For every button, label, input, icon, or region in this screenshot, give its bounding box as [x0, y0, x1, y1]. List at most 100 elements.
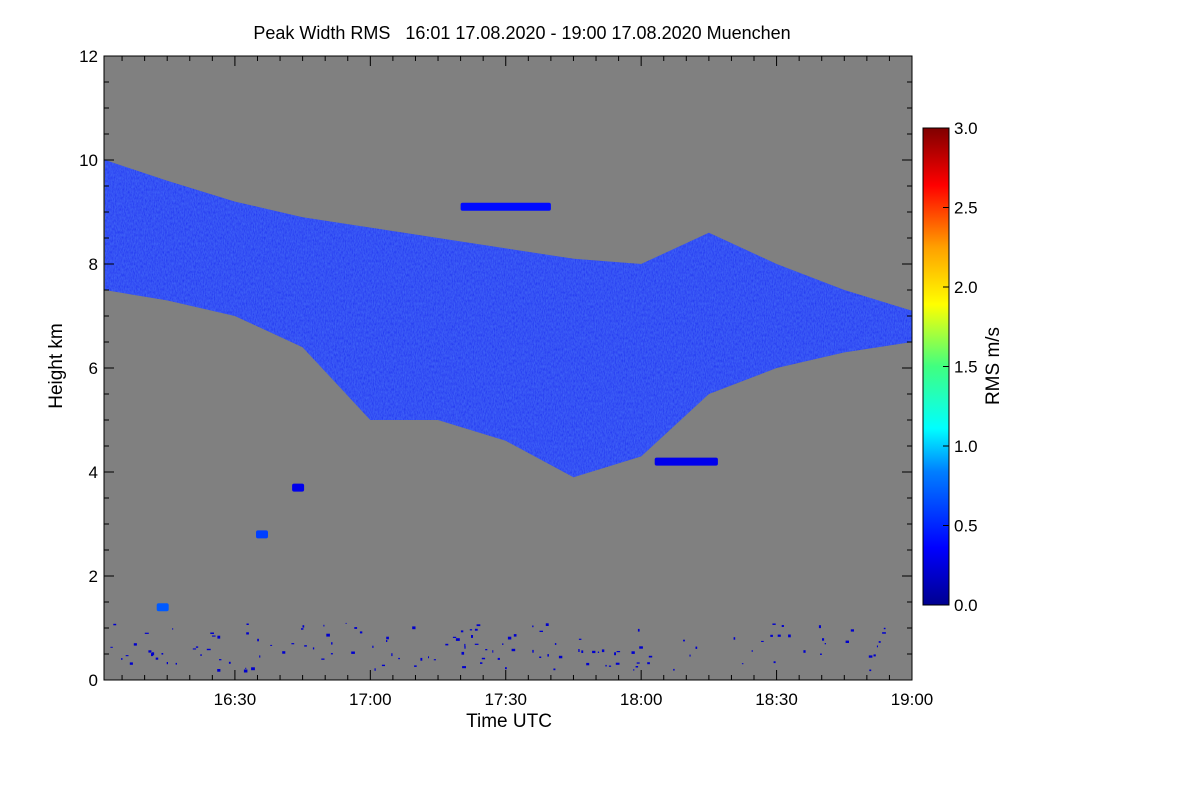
echo-speck: [321, 658, 325, 660]
echo-speck: [873, 654, 876, 657]
echo-speck: [345, 622, 347, 624]
echo-speck: [331, 642, 333, 645]
echo-speck: [553, 668, 556, 671]
echo-speck: [144, 632, 149, 634]
echo-speck: [581, 650, 584, 653]
echo-speck: [648, 655, 653, 658]
echo-speck: [155, 657, 159, 660]
echo-speck: [608, 665, 612, 667]
echo-speck: [414, 665, 417, 667]
colorbar-ticks: 0.0 0.5 1.0 1.5 2.0 2.5 3.0: [943, 119, 978, 615]
echo-speck: [601, 649, 605, 653]
echo-speck: [586, 662, 590, 666]
echo-speck: [161, 653, 164, 655]
colorbar-label: RMS m/s: [983, 327, 1004, 405]
echo-speck: [481, 657, 486, 660]
echo-speck: [420, 657, 423, 661]
colorbar-tick-label: 2.0: [954, 278, 978, 297]
echo-speck: [616, 651, 621, 653]
echo-speck: [372, 645, 374, 648]
echo-speck: [243, 669, 248, 673]
x-tick-label: 17:00: [349, 690, 392, 709]
echo-speck: [532, 649, 534, 653]
echo-speck: [614, 652, 616, 656]
echo-patch: [654, 457, 718, 466]
echo-speck: [125, 655, 129, 657]
echo-speck: [532, 625, 534, 628]
echo-speck: [172, 628, 174, 630]
echo-speck: [741, 663, 744, 665]
x-tick-label: 17:30: [484, 690, 527, 709]
echo-speck: [359, 631, 363, 634]
echo-speck: [133, 643, 137, 646]
echo-speck: [474, 628, 478, 631]
echo-speck: [502, 643, 504, 645]
x-axis-label: Time UTC: [466, 711, 552, 732]
y-tick-label: 8: [89, 255, 98, 274]
echo-speck: [869, 669, 872, 672]
echo-speck: [270, 644, 273, 646]
echo-patch: [460, 202, 551, 211]
echo-speck: [558, 655, 563, 659]
echo-speck: [312, 647, 315, 650]
echo-speck: [647, 662, 650, 665]
echo-speck: [492, 650, 494, 653]
echo-speck: [497, 657, 500, 660]
echo-speck: [878, 641, 881, 643]
echo-speck: [539, 656, 542, 658]
echo-speck: [206, 648, 211, 651]
echo-speck: [883, 627, 886, 630]
y-tick-label: 10: [79, 151, 98, 170]
x-tick-label: 18:30: [755, 690, 798, 709]
echo-speck: [751, 650, 753, 652]
echo-speck: [455, 638, 460, 641]
y-tick-label: 2: [89, 567, 98, 586]
echo-speck: [511, 648, 516, 652]
echo-speck: [291, 643, 295, 645]
echo-speck: [354, 627, 358, 629]
echo-speck: [330, 653, 333, 655]
x-tick-label: 19:00: [891, 690, 934, 709]
echo-speck: [578, 649, 580, 652]
echo-speck: [192, 648, 197, 650]
echo-speck: [217, 635, 221, 639]
echo-speck: [210, 632, 214, 634]
echo-speck: [217, 669, 221, 672]
echo-speck: [507, 636, 512, 640]
echo-speck: [513, 634, 517, 637]
echo-speck: [822, 638, 825, 641]
echo-speck: [636, 662, 640, 664]
echo-speck: [597, 651, 600, 653]
echo-speck: [761, 640, 764, 642]
y-axis: 0 2 4 6 8 10 12: [79, 47, 912, 690]
echo-speck: [673, 668, 675, 671]
echo-speck: [689, 654, 691, 657]
echo-patch: [292, 483, 305, 492]
echo-speck: [323, 624, 325, 627]
echo-speck: [820, 653, 822, 655]
echo-speck: [485, 649, 488, 651]
echo-speck: [374, 668, 376, 671]
echo-speck: [121, 658, 123, 660]
echo-speck: [773, 661, 776, 664]
echo-speck: [304, 645, 307, 647]
echo-speck: [195, 646, 199, 648]
echo-speck: [633, 669, 635, 671]
echo-speck: [733, 637, 736, 640]
echo-speck: [480, 662, 483, 664]
echo-speck: [326, 633, 330, 637]
echo-speck: [386, 636, 389, 640]
echo-speck: [635, 666, 639, 668]
colorbar-tick-label: 1.0: [954, 437, 978, 456]
echo-speck: [386, 640, 388, 642]
echo-speck: [469, 629, 473, 631]
echo-speck: [175, 662, 177, 665]
echo-speck: [505, 667, 507, 670]
echo-speck: [245, 667, 247, 669]
echo-speck: [110, 646, 113, 648]
echo-speck: [257, 638, 259, 642]
echo-speck: [412, 626, 416, 630]
echo-speck: [615, 662, 620, 665]
echo-speck: [476, 624, 481, 627]
echo-speck: [770, 634, 773, 637]
